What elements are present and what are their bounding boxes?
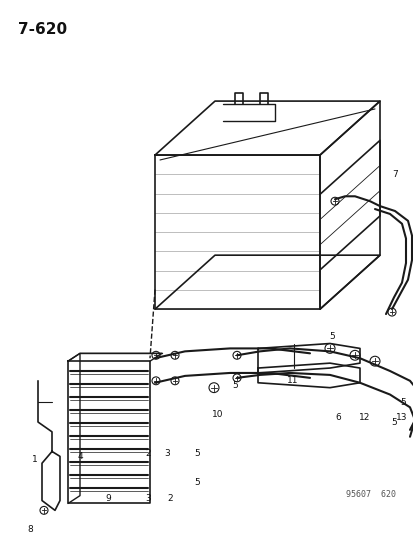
Text: 9: 9	[105, 494, 111, 503]
Circle shape	[233, 374, 240, 382]
Text: 5: 5	[194, 479, 199, 487]
Text: 5: 5	[328, 332, 334, 341]
Circle shape	[330, 197, 338, 205]
Circle shape	[324, 343, 334, 353]
Circle shape	[387, 308, 395, 316]
Text: 2: 2	[145, 449, 150, 458]
Text: 5: 5	[232, 381, 237, 390]
Circle shape	[40, 506, 48, 514]
Text: 10: 10	[212, 410, 223, 418]
Circle shape	[209, 383, 218, 393]
Text: 8: 8	[27, 526, 33, 533]
Circle shape	[152, 377, 159, 385]
Text: 13: 13	[395, 413, 407, 422]
Text: 7-620: 7-620	[18, 22, 67, 37]
Circle shape	[349, 350, 359, 360]
Circle shape	[171, 377, 178, 385]
Text: 5: 5	[399, 398, 405, 407]
Circle shape	[233, 351, 240, 359]
Text: 7: 7	[391, 170, 397, 179]
Text: 95607  620: 95607 620	[345, 490, 395, 498]
Text: 6: 6	[334, 413, 340, 422]
Text: 5: 5	[390, 417, 396, 426]
Text: 4: 4	[77, 452, 83, 461]
Text: 12: 12	[358, 413, 370, 422]
Circle shape	[152, 351, 159, 359]
Text: 3: 3	[145, 494, 150, 503]
Text: 1: 1	[32, 455, 38, 464]
Text: 11: 11	[287, 376, 298, 385]
Text: 3: 3	[164, 449, 169, 458]
Text: 5: 5	[194, 449, 199, 458]
Circle shape	[171, 351, 178, 359]
Text: 2: 2	[167, 494, 172, 503]
Circle shape	[369, 356, 379, 366]
